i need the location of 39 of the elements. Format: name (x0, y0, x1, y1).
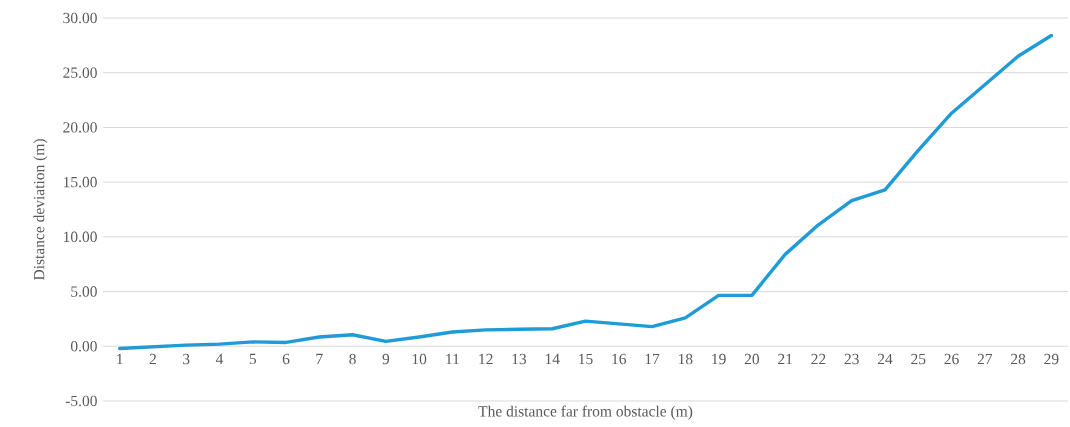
x-tick-label: 16 (612, 353, 627, 365)
x-tick-label: 13 (512, 353, 527, 365)
y-tick-label: 10.00 (63, 231, 97, 243)
y-tick-label: -5.00 (65, 395, 97, 407)
y-tick-label: 30.00 (63, 12, 97, 24)
x-tick-label: 7 (316, 353, 323, 364)
y-tick-label: 5.00 (71, 286, 97, 297)
y-tick-label: 0.00 (70, 341, 97, 352)
x-tick-label: 24 (877, 353, 893, 365)
x-tick-label: 6 (282, 353, 290, 365)
x-tick-label: 2 (149, 353, 156, 365)
x-tick-label: 9 (382, 353, 390, 365)
x-tick-label: 23 (844, 353, 859, 365)
x-tick-label: 8 (349, 353, 356, 365)
x-tick-label: 15 (579, 353, 593, 365)
x-tick-label: 25 (911, 353, 926, 365)
x-tick-label: 11 (446, 353, 459, 365)
x-tick-label: 28 (1011, 353, 1026, 365)
x-tick-label: 1 (117, 353, 123, 365)
x-tick-label: 21 (778, 353, 792, 365)
x-tick-label: 12 (479, 353, 493, 365)
x-tick-label: 14 (545, 353, 560, 365)
y-tick-label: 15.00 (63, 176, 97, 188)
x-tick-label: 22 (811, 353, 826, 365)
x-tick-label: 3 (183, 353, 190, 365)
y-tick-label: 25.00 (63, 67, 97, 78)
x-tick-label: 29 (1044, 353, 1059, 365)
x-tick-label: 5 (249, 353, 257, 365)
x-tick-label: 10 (412, 353, 427, 365)
y-tick-label: 20.00 (63, 122, 97, 133)
x-tick-label: 19 (712, 353, 726, 365)
x-tick-label: 20 (744, 353, 760, 365)
y-axis-title: Distance deviation (m) (33, 139, 48, 281)
x-tick-label: 27 (977, 353, 993, 365)
x-tick-label: 17 (645, 353, 660, 365)
x-axis-title: The distance far from obstacle (m) (478, 405, 693, 420)
x-tick-label: 18 (678, 353, 693, 365)
x-tick-label: 4 (215, 353, 224, 365)
x-tick-label: 26 (944, 353, 959, 365)
